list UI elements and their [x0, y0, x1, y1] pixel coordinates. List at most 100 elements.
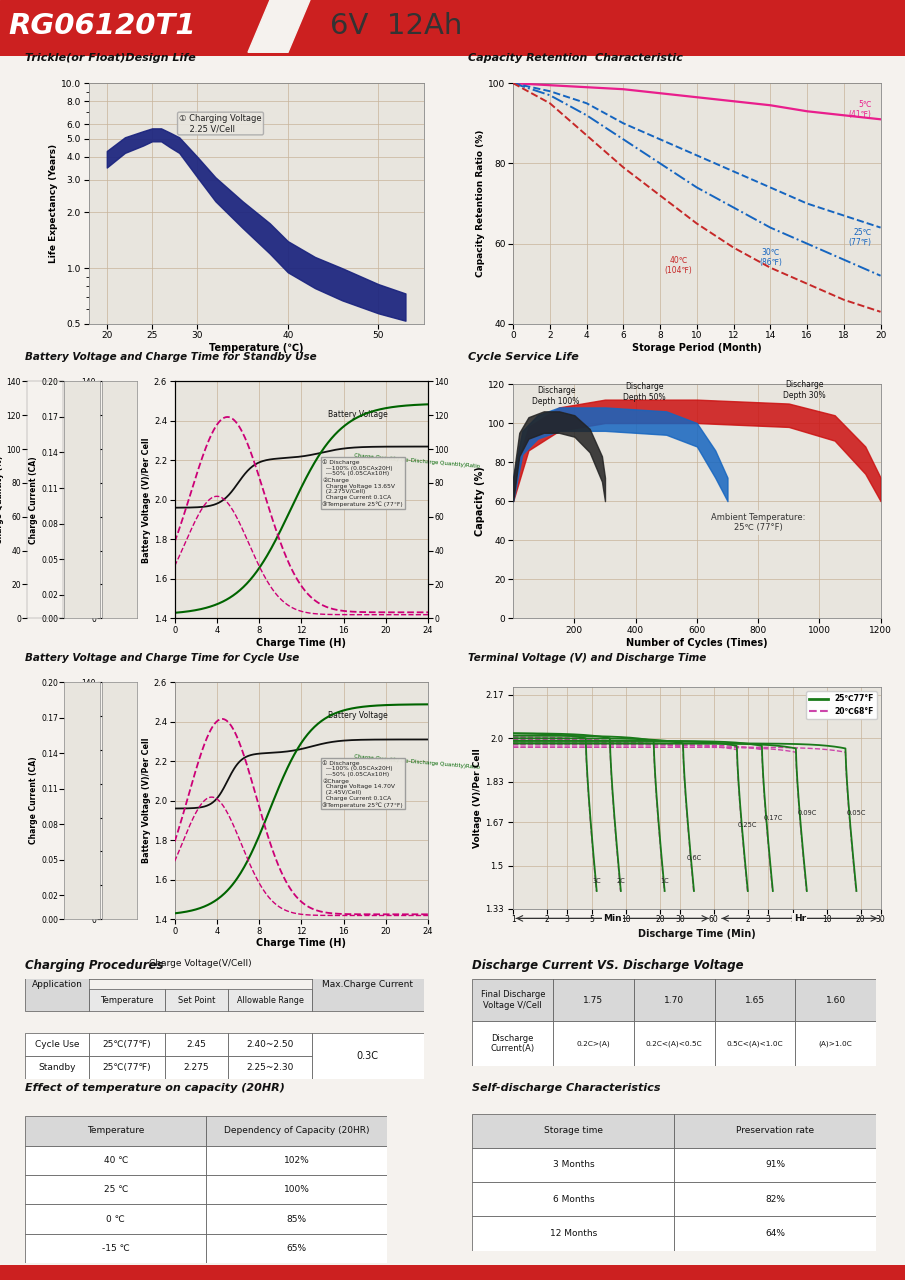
Text: Effect of temperature on capacity (20HR): Effect of temperature on capacity (20HR)	[25, 1083, 285, 1093]
Text: RG06120T1: RG06120T1	[8, 12, 195, 40]
Y-axis label: Capacity (%): Capacity (%)	[475, 466, 485, 536]
Text: 91%: 91%	[765, 1161, 786, 1170]
Text: 1.75: 1.75	[584, 996, 604, 1005]
Text: 0.5C<(A)<1.0C: 0.5C<(A)<1.0C	[727, 1041, 783, 1047]
Text: 2.40~2.50: 2.40~2.50	[246, 1041, 294, 1050]
Text: ① Discharge
  —100% (0.05CAx20H)
  ---50% (0.05CAx10H)
②Charge
  Charge Voltage : ① Discharge —100% (0.05CAx20H) ---50% (0…	[322, 460, 404, 507]
Text: 3C: 3C	[593, 878, 601, 884]
Text: Application: Application	[32, 979, 82, 988]
Text: 40℃
(104℉): 40℃ (104℉)	[664, 256, 692, 275]
Bar	[25, 1146, 206, 1175]
Text: Terminal Voltage (V) and Discharge Time: Terminal Voltage (V) and Discharge Time	[468, 653, 706, 663]
Text: Battery Voltage: Battery Voltage	[328, 710, 387, 719]
Text: 65%: 65%	[287, 1244, 307, 1253]
Text: 3 Months: 3 Months	[553, 1161, 594, 1170]
Text: Min: Min	[603, 914, 622, 923]
Bar	[795, 979, 876, 1021]
Text: 64%: 64%	[765, 1229, 786, 1238]
Bar	[634, 979, 715, 1021]
Bar	[228, 1033, 312, 1056]
Text: 1.70: 1.70	[664, 996, 684, 1005]
X-axis label: Charge Time (H): Charge Time (H)	[256, 938, 347, 948]
Text: Temperature: Temperature	[87, 1126, 145, 1135]
Text: 6 Months: 6 Months	[553, 1194, 594, 1203]
Text: -15 ℃: -15 ℃	[102, 1244, 129, 1253]
Bar	[165, 1056, 228, 1079]
Y-axis label: Charge Current (CA): Charge Current (CA)	[29, 756, 38, 845]
Text: 25℃
(77℉): 25℃ (77℉)	[848, 228, 872, 247]
Bar	[25, 1033, 89, 1056]
Text: 12 Months: 12 Months	[549, 1229, 597, 1238]
Y-axis label: Capacity Retention Ratio (%): Capacity Retention Ratio (%)	[476, 129, 485, 278]
Text: 25℃(77℉): 25℃(77℉)	[102, 1064, 151, 1073]
Text: 2.25~2.30: 2.25~2.30	[246, 1064, 294, 1073]
Y-axis label: Charge Quantity (%): Charge Quantity (%)	[70, 756, 79, 845]
Bar	[553, 979, 634, 1021]
Text: Cycle Service Life: Cycle Service Life	[468, 352, 578, 362]
Text: 2.45: 2.45	[186, 1041, 206, 1050]
Text: 0.2C>(A): 0.2C>(A)	[576, 1041, 610, 1047]
Text: Discharge
Depth 100%: Discharge Depth 100%	[532, 387, 580, 406]
Text: Discharge
Depth 50%: Discharge Depth 50%	[624, 383, 666, 402]
Text: Discharge
Depth 30%: Discharge Depth 30%	[783, 380, 825, 399]
Bar	[89, 1056, 165, 1079]
Bar	[228, 1056, 312, 1079]
Text: Hr: Hr	[794, 914, 805, 923]
Text: 1C: 1C	[661, 878, 669, 884]
Bar	[553, 1021, 634, 1066]
Bar	[25, 1204, 206, 1234]
Text: ① Discharge
  —100% (0.05CAx20H)
  ---50% (0.05CAx10H)
②Charge
  Charge Voltage : ① Discharge —100% (0.05CAx20H) ---50% (0…	[322, 760, 404, 808]
Legend: 25℃77°F, 20℃68°F: 25℃77°F, 20℃68°F	[806, 691, 877, 719]
Bar	[715, 979, 795, 1021]
Bar	[472, 1183, 674, 1216]
Bar	[0, 51, 905, 56]
Text: Allowable Range: Allowable Range	[237, 996, 304, 1005]
Bar	[165, 989, 228, 1011]
Bar	[165, 1033, 228, 1056]
Bar	[472, 979, 553, 1021]
Text: 0 ℃: 0 ℃	[107, 1215, 125, 1224]
Text: (A)>1.0C: (A)>1.0C	[819, 1041, 853, 1047]
Text: 0.09C: 0.09C	[797, 810, 816, 815]
Bar	[206, 1116, 387, 1146]
Text: 5℃
(41℉): 5℃ (41℉)	[849, 100, 872, 119]
Bar	[674, 1148, 876, 1183]
Bar	[312, 957, 424, 1011]
Bar	[715, 1021, 795, 1066]
Text: 30℃
(86℉): 30℃ (86℉)	[759, 247, 782, 268]
Bar	[472, 1021, 553, 1066]
Text: 6V  12Ah: 6V 12Ah	[330, 12, 462, 40]
Bar	[89, 1033, 165, 1056]
X-axis label: Charge Time (H): Charge Time (H)	[256, 637, 347, 648]
Y-axis label: Battery Voltage (V)/Per Cell: Battery Voltage (V)/Per Cell	[142, 436, 151, 563]
Y-axis label: Charge Current (CA): Charge Current (CA)	[29, 456, 38, 544]
Bar	[206, 1146, 387, 1175]
Text: Discharge Current VS. Discharge Voltage: Discharge Current VS. Discharge Voltage	[472, 959, 744, 972]
Text: 1.65: 1.65	[745, 996, 765, 1005]
Bar	[472, 1216, 674, 1251]
Text: 0.2C<(A)<0.5C: 0.2C<(A)<0.5C	[646, 1041, 702, 1047]
Bar	[312, 1033, 424, 1079]
Text: Final Discharge
Voltage V/Cell: Final Discharge Voltage V/Cell	[481, 991, 545, 1010]
Polygon shape	[248, 0, 310, 52]
Text: ① Charging Voltage
    2.25 V/Cell: ① Charging Voltage 2.25 V/Cell	[179, 114, 262, 133]
Bar	[228, 989, 312, 1011]
Bar	[25, 957, 89, 1011]
Bar	[206, 1234, 387, 1263]
Text: 0.3C: 0.3C	[357, 1051, 379, 1061]
Bar	[25, 1056, 89, 1079]
Bar	[206, 1204, 387, 1234]
Text: Standby: Standby	[38, 1064, 76, 1073]
Bar	[795, 1021, 876, 1066]
Bar	[634, 1021, 715, 1066]
Text: 1.60: 1.60	[825, 996, 846, 1005]
Y-axis label: Charge Quantity (%): Charge Quantity (%)	[70, 456, 79, 544]
Text: 0.25C: 0.25C	[738, 822, 757, 828]
Text: Capacity Retention  Characteristic: Capacity Retention Characteristic	[468, 52, 682, 63]
Text: 0.17C: 0.17C	[763, 814, 783, 820]
Bar	[472, 1148, 674, 1183]
Bar	[25, 1175, 206, 1204]
Text: Storage time: Storage time	[544, 1126, 603, 1135]
Text: 25 ℃: 25 ℃	[104, 1185, 128, 1194]
Bar	[25, 1234, 206, 1263]
